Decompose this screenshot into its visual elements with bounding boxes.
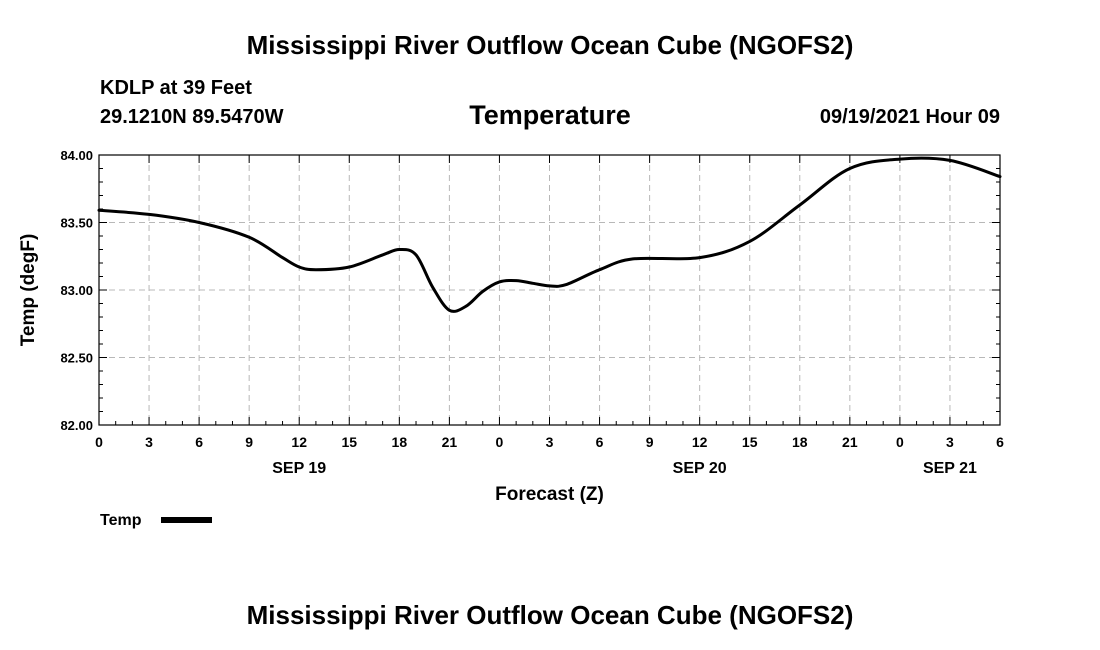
data-point [314,268,318,271]
x-tick-label: 6 [596,434,604,450]
x-tick-label: 18 [792,434,808,450]
series-layer [97,156,1002,313]
x-tick-label: 0 [95,434,103,450]
data-point [498,280,501,284]
legend: Temp [100,512,212,529]
data-point [464,305,468,308]
station-coordinates: 29.1210N 89.5470W [100,106,284,128]
data-point [948,159,952,162]
data-point [514,279,518,282]
data-point [631,257,635,261]
data-point [998,175,1002,178]
data-point [548,284,551,288]
data-point [848,167,851,170]
x-tick-label: 3 [546,434,554,450]
y-tick-label: 83.00 [60,283,93,298]
data-point [398,248,401,251]
x-tick-label: 12 [692,434,708,450]
grid-layer [99,155,1000,425]
legend-label: Temp [100,512,142,529]
data-point [381,253,384,257]
data-point [448,309,451,312]
x-tick-label: 6 [195,434,203,450]
data-point [298,265,301,269]
chart-title: Mississippi River Outflow Ocean Cube (NG… [246,30,854,60]
y-tick-label: 82.50 [60,351,93,366]
data-point [431,286,434,289]
x-tick-label: 18 [392,434,408,450]
data-point [414,253,418,257]
x-tick-label: 9 [646,434,654,450]
y-tick-label: 82.00 [60,418,93,433]
data-point [248,236,251,239]
data-point [698,256,701,259]
x-tick-label: 12 [291,434,307,450]
plot-frame [98,154,1001,426]
data-point [598,268,601,271]
data-point [898,157,902,161]
x-tick-label: 21 [442,434,458,450]
data-point [197,221,201,224]
station-label: KDLP at 39 Feet [100,77,252,99]
x-tick-label: 15 [341,434,357,450]
data-point [565,283,568,286]
x-tick-label: 0 [496,434,504,450]
y-tick-label: 83.50 [60,216,93,231]
x-tick-label: 9 [245,434,253,450]
data-point [281,256,284,259]
date-label: SEP 20 [673,460,727,477]
x-tick-label: 21 [842,434,858,450]
data-point [481,290,484,293]
y-tick-label: 84.00 [60,148,93,163]
axes-layer [98,154,1001,426]
x-tick-label: 0 [896,434,904,450]
data-point [531,282,534,285]
x-tick-label: 3 [145,434,153,450]
data-point [348,265,351,269]
data-point [97,209,101,212]
data-point [798,203,801,207]
x-tick-label: 15 [742,434,758,450]
footer-title: Mississippi River Outflow Ocean Cube (NG… [246,600,854,630]
data-point [748,240,751,243]
labels-layer: 0 3 6 9 12 15 18 21 0 3 6 9 12 15 18 21 0 3 6 82.00 82.50 83.… [18,148,1004,505]
x-tick-label: 3 [946,434,954,450]
date-label: SEP 19 [272,460,326,477]
parameter-title: Temperature [469,100,631,130]
x-axis-title: Forecast (Z) [495,484,604,505]
forecast-datetime: 09/19/2021 Hour 09 [819,106,1000,128]
y-axis-title: Temp (degF) [18,234,39,347]
date-label: SEP 21 [923,460,977,477]
data-point [147,213,151,216]
x-tick-label: 6 [996,434,1004,450]
